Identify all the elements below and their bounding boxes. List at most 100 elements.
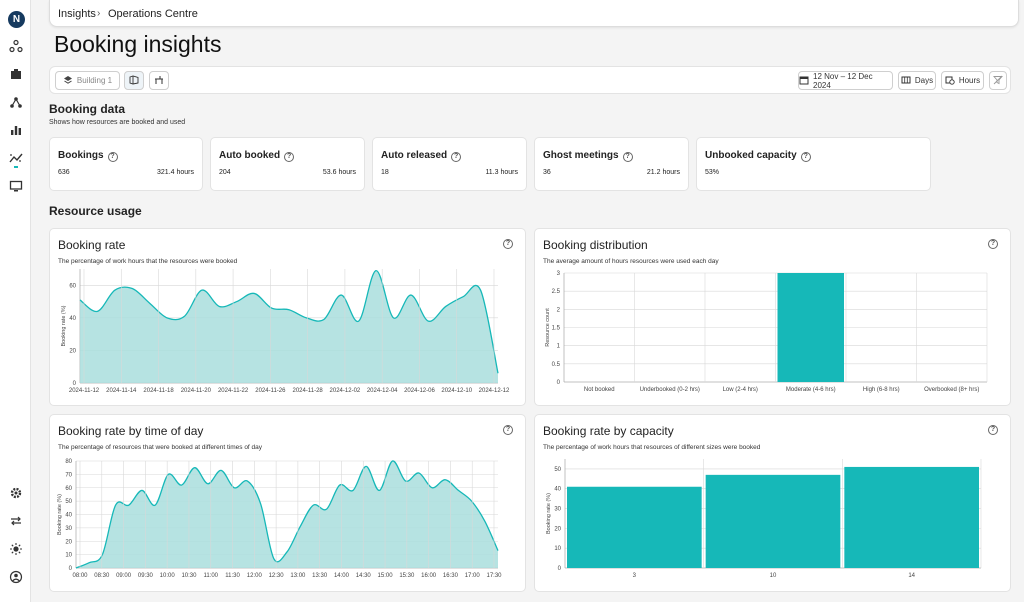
- brightness-icon[interactable]: [9, 542, 23, 556]
- stat-card-auto-released: Auto released? 18 11.3 hours: [372, 137, 527, 191]
- x-tick-label: 2024-11-18: [143, 388, 174, 394]
- x-tick-label: 11:00: [203, 573, 218, 579]
- stat-label: Bookings?: [58, 150, 118, 162]
- stat-value: 18: [381, 169, 389, 176]
- y-tick-label: 50: [65, 499, 72, 505]
- x-tick-label: Overbooked (8+ hrs): [924, 387, 979, 393]
- booking-rate-time-chart: 0 10 20 30 40 50 60 70 80 Booking rate (%) 08:00 08…: [57, 459, 502, 579]
- y-tick-label: 40: [554, 487, 561, 493]
- breadcrumb-separator: ›: [97, 8, 101, 19]
- x-tick-label: 3: [633, 573, 637, 579]
- x-tick-label: 11:30: [225, 573, 240, 579]
- help-icon[interactable]: ?: [988, 425, 998, 435]
- booking-distribution-chart: 0 0.5 1 1.5 2 2.5 3 Resource count Not booked Und…: [545, 271, 988, 393]
- hours-button[interactable]: Hours: [941, 71, 984, 90]
- left-nav-rail: N: [0, 0, 31, 602]
- y-tick-label: 30: [554, 507, 561, 513]
- chart-title: Booking rate: [58, 238, 126, 252]
- x-tick-label: 2024-12-02: [330, 388, 361, 394]
- x-tick-label: 2024-11-22: [218, 388, 249, 394]
- bar: [844, 466, 979, 568]
- y-tick-label: 0: [558, 566, 562, 572]
- network-icon[interactable]: [9, 95, 23, 109]
- breadcrumb-operations-centre[interactable]: Operations Centre: [108, 8, 198, 20]
- help-icon[interactable]: ?: [503, 239, 513, 249]
- desk-icon: [154, 75, 164, 87]
- booking-rate-card: Booking rate The percentage of work hour…: [49, 228, 526, 406]
- x-tick-label: 12:30: [269, 573, 285, 579]
- chart-subtitle: The percentage of work hours that the re…: [58, 258, 238, 265]
- help-icon[interactable]: ?: [622, 152, 633, 162]
- desk-button[interactable]: [149, 71, 169, 90]
- x-tick-label: 14:30: [356, 573, 372, 579]
- y-axis-title: Booking rate (%): [57, 494, 63, 535]
- help-icon[interactable]: ?: [503, 425, 513, 435]
- stat-value: 636: [58, 169, 70, 176]
- filter-toolbar: Building 1 12 Nov – 12 Dec 2024 Days Hou…: [49, 66, 1011, 94]
- x-tick-label: 15:00: [378, 573, 394, 579]
- swap-arrows-icon[interactable]: [9, 514, 23, 528]
- date-range-label: 12 Nov – 12 Dec 2024: [813, 71, 873, 90]
- insights-icon[interactable]: [9, 151, 23, 165]
- stat-label: Auto released?: [381, 150, 462, 162]
- booking-rate-capacity-card: Booking rate by capacity The percentage …: [534, 414, 1011, 592]
- bar: [567, 486, 702, 568]
- x-tick-label: 10:30: [181, 573, 197, 579]
- y-tick-label: 40: [65, 513, 72, 519]
- y-tick-label: 2: [557, 307, 561, 313]
- stat-card-ghost-meetings: Ghost meetings? 36 21.2 hours: [534, 137, 689, 191]
- floor-plan-button[interactable]: [124, 71, 144, 90]
- account-icon[interactable]: [9, 570, 23, 584]
- x-tick-label: Moderate (4-6 hrs): [786, 387, 836, 393]
- chart-subtitle: The average amount of hours resources we…: [543, 258, 719, 265]
- buildings-icon[interactable]: [9, 67, 23, 81]
- help-icon[interactable]: ?: [107, 152, 118, 162]
- breadcrumb-insights[interactable]: Insights: [58, 8, 96, 20]
- stat-hours: 53.6 hours: [322, 169, 356, 176]
- stat-label: Unbooked capacity?: [705, 150, 811, 162]
- x-tick-label: High (6-8 hrs): [863, 387, 900, 393]
- x-tick-label: Underbooked (0-2 hrs): [640, 387, 700, 393]
- settings-gear-icon[interactable]: [9, 486, 23, 500]
- y-tick-label: 20: [69, 348, 76, 354]
- bar-chart-icon[interactable]: [9, 123, 23, 137]
- calendar-icon: [799, 75, 809, 87]
- y-tick-label: 1.5: [552, 326, 561, 332]
- app-logo[interactable]: N: [8, 11, 25, 28]
- y-axis-title: Booking rate (%): [61, 305, 67, 346]
- monitor-icon[interactable]: [9, 179, 23, 193]
- x-tick-label: 16:00: [421, 573, 437, 579]
- days-button[interactable]: Days: [898, 71, 936, 90]
- area-fill: [76, 460, 498, 568]
- x-tick-label: 2024-11-20: [181, 388, 212, 394]
- x-tick-label: Not booked: [584, 387, 615, 393]
- bar: [705, 474, 841, 568]
- building-selector[interactable]: Building 1: [55, 71, 120, 90]
- x-tick-label: 2024-11-14: [106, 388, 137, 394]
- clear-filters-button[interactable]: [989, 71, 1007, 90]
- y-tick-label: 70: [65, 472, 72, 478]
- date-range-picker[interactable]: 12 Nov – 12 Dec 2024: [798, 71, 893, 90]
- y-tick-label: 60: [69, 283, 76, 289]
- booking-data-subtitle: Shows how resources are booked and used: [49, 119, 186, 126]
- y-axis-title: Resource count: [545, 308, 551, 347]
- table-view-icon: [901, 75, 911, 87]
- x-tick-label: 09:30: [138, 573, 154, 579]
- help-icon[interactable]: ?: [284, 152, 295, 162]
- help-icon[interactable]: ?: [988, 239, 998, 249]
- y-tick-label: 40: [69, 316, 76, 322]
- series-line: [79, 269, 499, 374]
- booking-rate-capacity-chart: 0 10 20 30 40 50 Booking rate (%) 3 10 14: [546, 459, 982, 579]
- y-tick-label: 1: [557, 344, 561, 350]
- help-icon[interactable]: ?: [451, 152, 462, 162]
- nodes-icon[interactable]: [9, 39, 23, 53]
- resource-usage-title: Resource usage: [49, 204, 142, 218]
- x-tick-label: 2024-11-12: [69, 388, 100, 394]
- x-tick-label: 2024-11-28: [293, 388, 324, 394]
- help-icon[interactable]: ?: [800, 152, 811, 162]
- stat-label: Ghost meetings?: [543, 150, 633, 162]
- stat-card-bookings: Bookings? 636 321.4 hours: [49, 137, 203, 191]
- filter-off-icon: [993, 75, 1003, 87]
- clock-calendar-icon: [945, 75, 955, 87]
- y-tick-label: 0: [69, 566, 73, 572]
